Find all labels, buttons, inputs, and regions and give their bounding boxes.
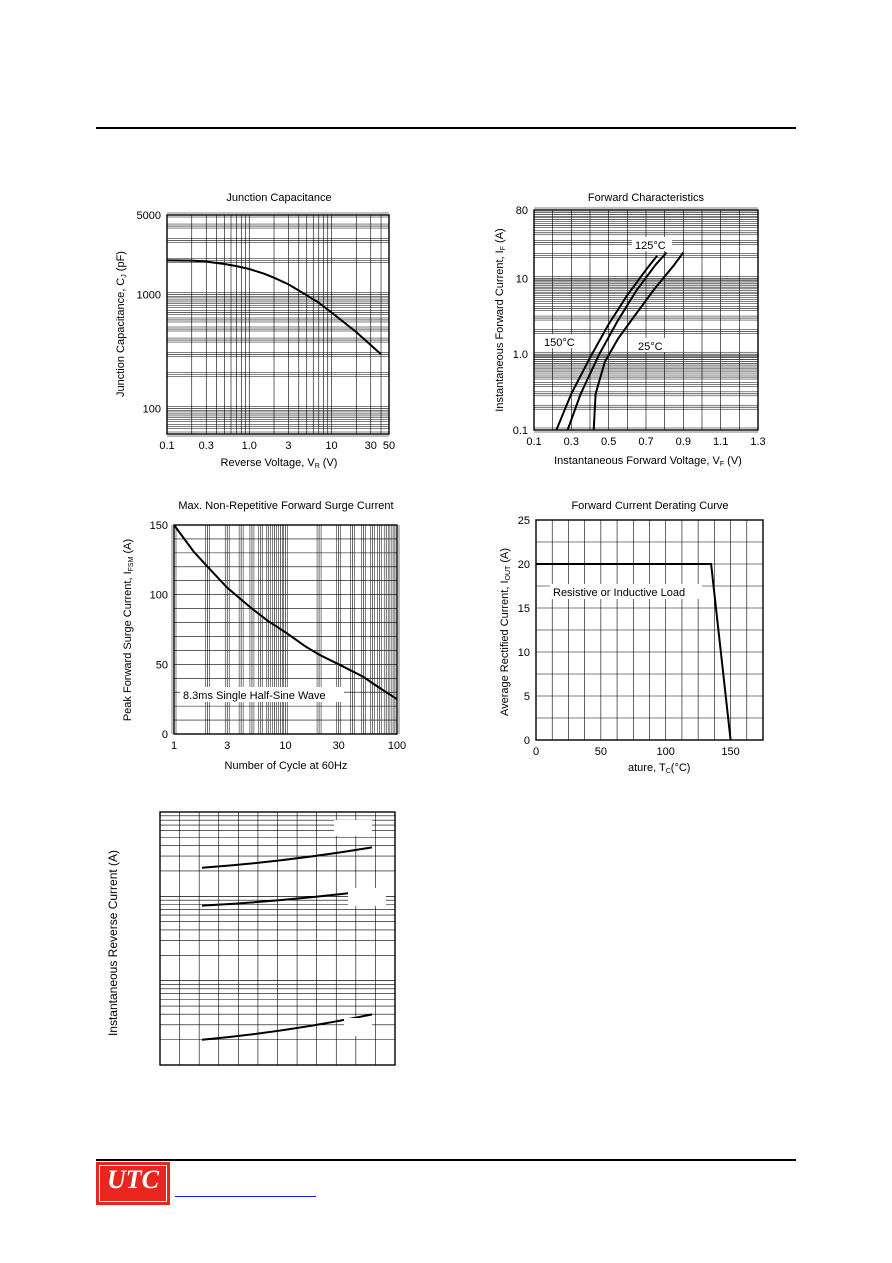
x-tick-label: 100 [388,740,406,752]
x-tick-label: 1.0 [242,440,257,452]
x-axis-label: Number of Cycle at 60Hz [225,760,348,772]
x-tick-label: 0.7 [638,436,653,448]
label-bg-150 [541,334,581,348]
annotation-load: Resistive or Inductive Load [553,587,685,599]
label-bg-125 [632,237,672,251]
legend-patch [344,1018,372,1036]
x-tick-label: 10 [279,740,291,752]
x-tick-label: 0.3 [199,440,214,452]
y-axis-label: Peak Forward Surge Current, IFSM (A) [122,539,135,721]
x-tick-label: 10 [325,440,337,452]
series-line-1 [201,846,373,869]
x-axis-label: ature, TC(°C) [628,762,690,775]
x-tick-label: 30 [333,740,345,752]
x-tick-label: 50 [383,440,395,452]
x-tick-label: 1.3 [750,436,765,448]
y-axis-label: Junction Capacitance, CJ (pF) [115,251,128,397]
y-tick-label: 20 [518,559,530,571]
y-tick-label: 0.1 [513,425,528,437]
chart-title: Forward Current Derating Curve [571,500,728,512]
y-tick-label: 0 [162,729,168,741]
plot-frame [159,811,396,1066]
series-line-2 [201,889,373,907]
plot-frame [535,519,764,741]
y-tick-label: 10 [516,273,528,285]
y-tick-label: 150 [150,520,168,532]
series-line-2 [566,251,668,431]
y-tick-label: 100 [143,404,161,416]
series-line-1 [166,259,382,356]
utc-logo: UTC [96,1162,170,1205]
series-line-3 [592,251,685,431]
plot-frame [173,524,398,735]
series-line-3 [201,1013,373,1041]
series-line-1 [555,254,658,431]
y-tick-label: 25 [518,515,530,527]
series-line-1 [173,524,398,701]
x-tick-label: 0.1 [526,436,541,448]
y-tick-label: 10 [518,647,530,659]
annotation-bg [550,584,702,599]
x-tick-label: 0 [533,746,539,758]
header-rule [96,127,796,129]
x-tick-label: 1.1 [713,436,728,448]
x-tick-label: 150 [721,746,739,758]
x-axis-label: Reverse Voltage, VR (V) [221,457,338,470]
y-tick-label: 1000 [137,290,161,302]
logo-frame [99,1165,167,1202]
chart-title: Junction Capacitance [226,192,331,204]
annotation-waveform: 8.3ms Single Half-Sine Wave [183,690,326,702]
x-tick-label: 3 [224,740,230,752]
x-tick-label: 0.1 [159,440,174,452]
annotation-150c: 150°C [544,337,575,349]
y-tick-label: 15 [518,603,530,615]
y-axis-label: Instantaneous Forward Current, IF (A) [494,228,507,411]
footer-rule [96,1159,796,1161]
y-tick-label: 50 [156,659,168,671]
legend-patch [348,888,386,906]
x-tick-label: 3 [285,440,291,452]
y-tick-label: 1.0 [513,349,528,361]
x-tick-label: 0.5 [601,436,616,448]
annotation-bg [180,687,344,702]
x-tick-label: 50 [595,746,607,758]
annotation-125c: 125°C [635,240,666,252]
y-tick-label: 5 [524,691,530,703]
chart-title: Max. Non-Repetitive Forward Surge Curren… [178,500,393,512]
y-tick-label: 100 [150,590,168,602]
y-axis-label: Instantaneous Reverse Current (A) [106,850,120,1036]
plot-frame [166,214,390,435]
x-tick-label: 1 [171,740,177,752]
x-tick-label: 100 [657,746,675,758]
y-tick-label: 5000 [137,210,161,222]
x-axis-label: Instantaneous Forward Voltage, VF (V) [554,455,742,468]
series-line-1 [536,563,732,741]
y-tick-label: 80 [516,205,528,217]
x-tick-label: 0.9 [676,436,691,448]
x-tick-label: 30 [365,440,377,452]
plot-frame [533,209,759,431]
y-axis-label: Average Rectified Current, IOUT (A) [499,548,512,716]
x-tick-label: 0.3 [564,436,579,448]
y-tick-label: 0 [524,735,530,747]
annotation-25c: 25°C [638,341,663,353]
legend-patch [334,820,372,836]
chart-title: Forward Characteristics [588,192,705,204]
footer-link-underline[interactable] [175,1196,316,1197]
label-bg-25 [636,338,668,352]
logo-text: UTC [107,1165,159,1194]
